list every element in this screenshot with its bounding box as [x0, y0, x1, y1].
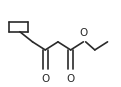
- Text: O: O: [67, 74, 75, 84]
- Text: O: O: [79, 28, 87, 38]
- Text: O: O: [41, 74, 49, 84]
